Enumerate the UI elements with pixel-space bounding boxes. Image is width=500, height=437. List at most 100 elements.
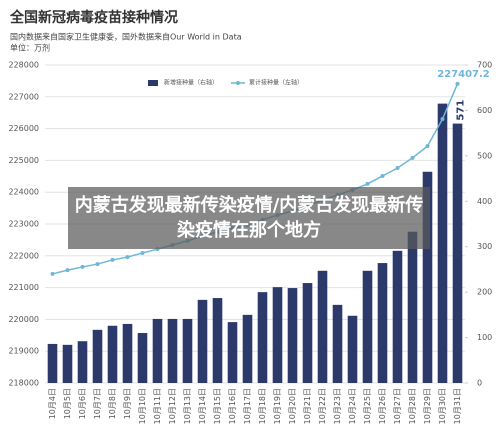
x-tick-label: 10月14日 [198, 388, 207, 424]
x-tick-label: 10月15日 [213, 388, 222, 424]
y-tick-label: 224000 [8, 188, 39, 197]
line-point [410, 155, 415, 160]
line-point [425, 144, 430, 149]
y2-tick-label: 300 [477, 242, 492, 251]
legend-label: 累计接种量（左轴） [249, 79, 303, 87]
line-point [455, 81, 460, 86]
bar [62, 344, 73, 383]
y-tick-label: 220000 [8, 315, 39, 324]
y-tick-label: 218000 [8, 379, 39, 388]
line-point [95, 262, 100, 267]
bar [137, 333, 148, 383]
x-tick-label: 10月20日 [288, 388, 297, 424]
bar [377, 263, 388, 383]
y2-tick-label: 500 [477, 151, 492, 160]
line-point [110, 257, 115, 262]
x-tick-label: 10月30日 [438, 388, 447, 424]
bar [392, 250, 403, 383]
x-tick-label: 10月31日 [453, 388, 462, 424]
y2-tick-label: 200 [477, 288, 492, 297]
bar [167, 318, 178, 383]
line-point [395, 166, 400, 171]
bar [122, 323, 133, 383]
x-tick-label: 10月22日 [318, 388, 327, 424]
legend-label: 新增接种量（右轴） [164, 79, 218, 87]
bar [302, 283, 313, 383]
y2-tick-label: 0 [477, 379, 482, 388]
x-tick-label: 10月18日 [258, 388, 267, 424]
line-point [65, 268, 70, 273]
y-tick-label: 227000 [8, 92, 39, 101]
line-point [440, 117, 445, 122]
x-tick-label: 10月7日 [93, 388, 102, 419]
legend-swatch [148, 80, 158, 86]
bar [332, 304, 343, 383]
bar [227, 322, 238, 383]
line-point [125, 255, 130, 260]
bar [212, 298, 223, 383]
y2-tick-label: 600 [477, 106, 492, 115]
data-label: 227407.2 [437, 69, 490, 80]
bar [77, 341, 88, 383]
bar [407, 231, 418, 383]
overlay-banner: 内蒙古发现最新传染疫情/内蒙古发现最新传染疫情在那个地方 [68, 187, 430, 249]
bar [47, 343, 58, 383]
x-tick-label: 10月23日 [333, 388, 342, 424]
y-tick-label: 223000 [8, 220, 39, 229]
data-label: 571 [456, 100, 467, 121]
x-tick-label: 10月16日 [228, 388, 237, 424]
x-tick-label: 10月17日 [243, 388, 252, 424]
y2-tick-label: 700 [477, 61, 492, 70]
x-tick-label: 10月24日 [348, 388, 357, 424]
x-tick-label: 10月19日 [273, 388, 282, 424]
x-tick-label: 10月13日 [183, 388, 192, 424]
bar [92, 329, 103, 383]
x-tick-label: 10月21日 [303, 388, 312, 424]
x-tick-label: 10月11日 [153, 388, 162, 424]
x-tick-label: 10月5日 [63, 388, 72, 419]
bar [287, 288, 298, 383]
line-point [80, 264, 85, 269]
y2-tick-label: 400 [477, 197, 492, 206]
x-tick-label: 10月8日 [108, 388, 117, 419]
bar [437, 103, 448, 383]
x-tick-label: 10月29日 [423, 388, 432, 424]
bar [362, 270, 373, 383]
line-point [50, 271, 55, 276]
bar [182, 318, 193, 383]
bar [197, 299, 208, 383]
bar [152, 318, 163, 383]
chart-title: 全国新冠病毒疫苗接种情况 [9, 9, 178, 26]
bar [257, 292, 268, 383]
bar [107, 325, 118, 383]
y-tick-label: 228000 [8, 61, 39, 70]
x-tick-label: 10月25日 [363, 388, 372, 424]
bar [317, 270, 328, 383]
bar [452, 123, 463, 384]
unit-label: 单位：万剂 [10, 43, 50, 53]
bar [347, 315, 358, 383]
y-tick-label: 219000 [8, 347, 39, 356]
bar [272, 287, 283, 383]
legend-swatch [236, 81, 240, 85]
line-point [380, 173, 385, 178]
y2-tick-label: 100 [477, 333, 492, 342]
line-point [140, 250, 145, 255]
y-tick-label: 222000 [8, 251, 39, 260]
x-tick-label: 10月26日 [378, 388, 387, 424]
y-tick-label: 226000 [8, 124, 39, 133]
bar [422, 171, 433, 383]
x-tick-label: 10月9日 [123, 388, 132, 419]
line-point [365, 181, 370, 186]
y-tick-label: 221000 [8, 283, 39, 292]
x-tick-label: 10月12日 [168, 388, 177, 424]
x-tick-label: 10月27日 [393, 388, 402, 424]
chart-subtitle: 国内数据来自国家卫生健康委，国外数据来自Our World in Data [10, 32, 242, 42]
x-tick-label: 10月28日 [408, 388, 417, 424]
bar [242, 314, 253, 383]
x-tick-label: 10月10日 [138, 388, 147, 424]
x-tick-label: 10月6日 [78, 388, 87, 419]
y-tick-label: 225000 [8, 156, 39, 165]
x-tick-label: 10月4日 [48, 388, 57, 419]
